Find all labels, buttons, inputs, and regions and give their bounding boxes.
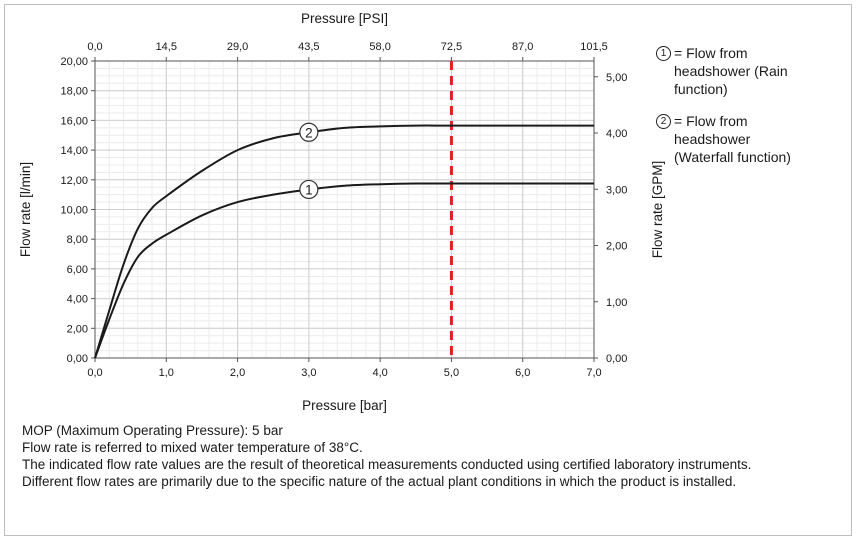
- x2-tick-label: 43,5: [298, 41, 319, 53]
- legend-text-1: = Flow from headshower (Rain function): [674, 45, 788, 97]
- legend: 1 = Flow from headshower (Rain function)…: [656, 44, 846, 180]
- note-plant-conditions: Different flow rates are primarily due t…: [22, 474, 737, 489]
- x-tick-label: 4,0: [372, 367, 387, 379]
- y-tick-label: 16,00: [60, 115, 88, 127]
- notes: MOP (Maximum Operating Pressure): 5 bar …: [22, 422, 842, 490]
- x-tick-label: 6,0: [515, 367, 530, 379]
- x-tick-label: 5,0: [444, 367, 459, 379]
- y2-tick-label: 1,00: [606, 297, 627, 309]
- x-tick-label: 1,0: [159, 367, 174, 379]
- series-marker-2: [299, 122, 319, 142]
- legend-marker-1: 1: [656, 46, 671, 61]
- x-tick-label: 0,0: [87, 367, 102, 379]
- series-line-2: [94, 124, 594, 359]
- x-axis-title: Pressure [bar]: [302, 398, 387, 413]
- y2-tick-label: 0,00: [606, 353, 627, 365]
- y-tick-label: 6,00: [67, 264, 88, 276]
- x2-tick-label: 14,5: [156, 41, 177, 53]
- x-tick-label: 2,0: [230, 367, 245, 379]
- legend-item-2: 2 = Flow from headshower (Waterfall func…: [656, 112, 846, 166]
- y2-tick-label: 4,00: [606, 128, 627, 140]
- x2-tick-label: 29,0: [227, 41, 248, 53]
- series-marker-label-1: 1: [305, 182, 313, 197]
- legend-marker-2: 2: [656, 114, 671, 129]
- x2-tick-label: 72,5: [441, 41, 462, 53]
- x-tick-label: 3,0: [301, 367, 316, 379]
- flow-rate-chart: 0,0 1,0 2,0 3,0 4,0 5,0 6,0 7,0 0,0 14,5 29,0 43,5 5…: [18, 11, 665, 413]
- y-tick-label: 8,00: [67, 234, 88, 246]
- note-temperature: Flow rate is referred to mixed water tem…: [22, 440, 363, 455]
- y-tick-label: 18,00: [60, 86, 88, 98]
- y-tick-label: 4,00: [67, 294, 88, 306]
- y2-tick-label: 3,00: [606, 184, 627, 196]
- y2-axis-title: Flow rate [GPM]: [650, 161, 665, 259]
- y-tick-label: 10,00: [60, 205, 88, 217]
- x2-axis-title: Pressure [PSI]: [301, 11, 388, 26]
- note-measurements: The indicated flow rate values are the r…: [22, 457, 752, 472]
- legend-text-2: = Flow from headshower (Waterfall functi…: [674, 113, 791, 165]
- x-tick-label: 7,0: [586, 367, 601, 379]
- y2-tick-label: 5,00: [606, 72, 627, 84]
- note-mop: MOP (Maximum Operating Pressure): 5 bar: [22, 423, 283, 438]
- y-tick-label: 14,00: [60, 145, 88, 157]
- series-line-1: [94, 182, 594, 359]
- y2-tick-label: 2,00: [606, 241, 627, 253]
- y-tick-label: 12,00: [60, 175, 88, 187]
- y-axis-title: Flow rate [l/min]: [18, 162, 33, 257]
- x2-tick-label: 58,0: [369, 41, 390, 53]
- legend-item-1: 1 = Flow from headshower (Rain function): [656, 44, 846, 98]
- series-marker-label-2: 2: [305, 125, 313, 140]
- series-marker-1: [299, 179, 319, 200]
- x2-tick-label: 87,0: [512, 41, 533, 53]
- x2-tick-label: 0,0: [87, 41, 102, 53]
- x2-tick-label: 101,5: [580, 41, 608, 53]
- chart-frame: [4, 4, 852, 536]
- y-tick-label: 0,00: [67, 353, 88, 365]
- y-tick-label: 2,00: [67, 323, 88, 335]
- y-tick-label: 20,00: [60, 56, 88, 68]
